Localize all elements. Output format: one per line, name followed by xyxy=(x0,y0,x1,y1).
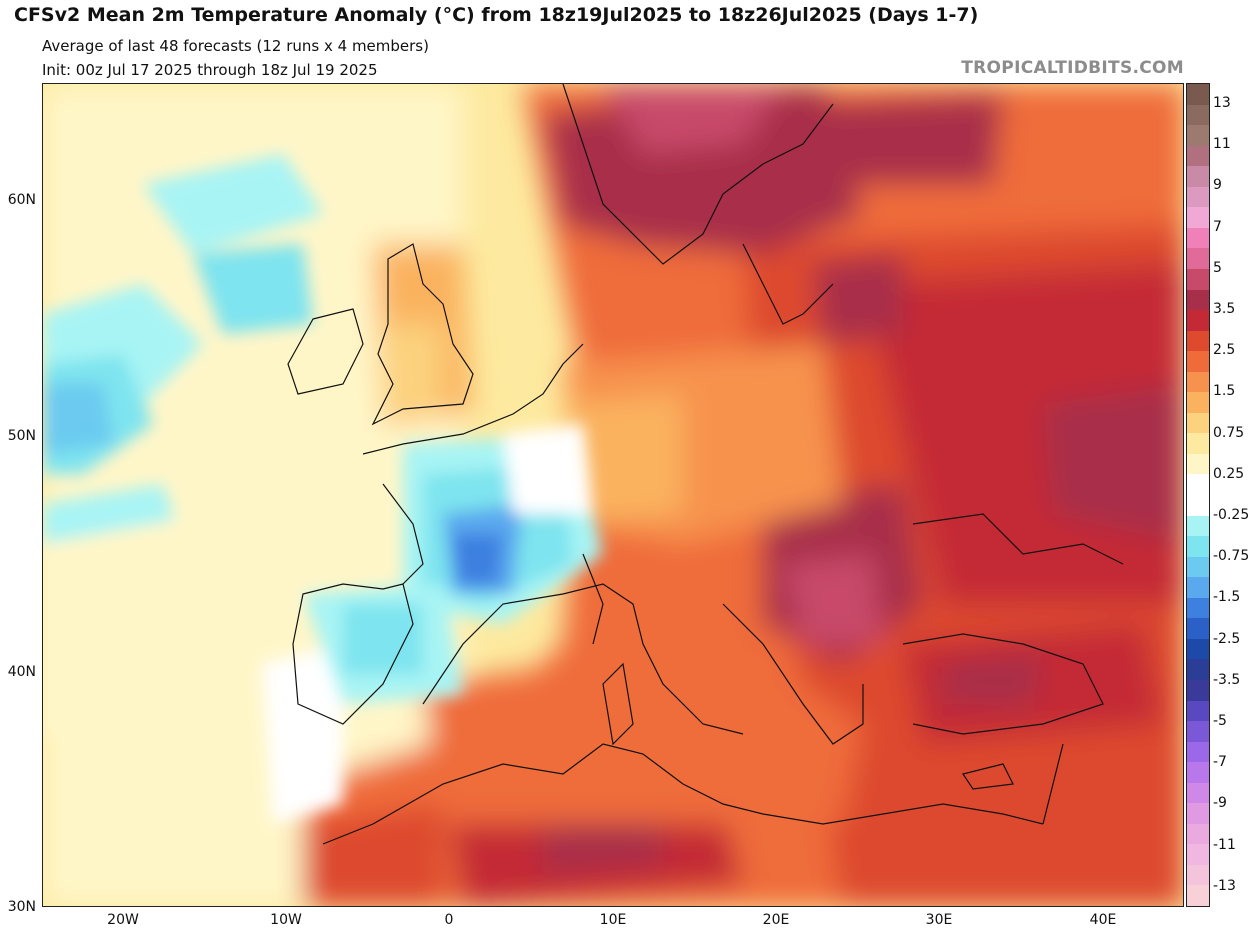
color-scale-label: 7 xyxy=(1213,218,1222,235)
color-scale-segment xyxy=(1187,638,1209,660)
color-scale-segment xyxy=(1187,577,1209,599)
color-scale-segment xyxy=(1187,207,1209,229)
color-scale-label: 2.5 xyxy=(1213,342,1236,359)
color-scale-label: -11 xyxy=(1213,836,1236,853)
color-scale-segment xyxy=(1187,433,1209,455)
color-scale-segment xyxy=(1187,248,1209,270)
lon-label-30e: 30E xyxy=(925,912,953,928)
color-scale-label: -7 xyxy=(1213,754,1227,771)
color-scale-segment xyxy=(1187,166,1209,188)
page-title: CFSv2 Mean 2m Temperature Anomaly (°C) f… xyxy=(14,4,979,26)
color-scale-label: -5 xyxy=(1213,713,1227,729)
color-scale-segment xyxy=(1187,474,1209,496)
lat-label-50n: 50N xyxy=(7,428,36,444)
color-scale-segment xyxy=(1187,741,1209,763)
color-scale-segment xyxy=(1187,289,1209,311)
color-scale-segment xyxy=(1187,268,1209,291)
color-scale-label: -9 xyxy=(1213,795,1227,812)
color-scale-label: -0.25 xyxy=(1213,507,1250,523)
color-scale-segment xyxy=(1187,700,1209,722)
page-subtitle: Average of last 48 forecasts (12 runs x … xyxy=(42,37,429,55)
color-scale-segment xyxy=(1187,145,1209,167)
lat-label-30n: 30N xyxy=(7,899,36,915)
color-scale-segment xyxy=(1187,515,1209,537)
color-scale-segment xyxy=(1187,227,1209,249)
lon-label-10e: 10E xyxy=(599,912,627,928)
color-scale-label: -2.5 xyxy=(1213,630,1241,647)
color-scale-segment xyxy=(1187,310,1209,332)
color-scale-segment xyxy=(1187,330,1209,352)
color-scale-segment xyxy=(1187,659,1209,681)
color-scale-label: 13 xyxy=(1213,95,1231,111)
color-scale-segment xyxy=(1187,412,1209,434)
color-scale-segment xyxy=(1187,351,1209,373)
coastlines xyxy=(287,84,1124,845)
color-scale-segment xyxy=(1187,864,1209,887)
brand-watermark: TROPICALTIDBITS.COM xyxy=(961,58,1184,78)
lat-label-60n: 60N xyxy=(7,192,36,208)
lon-label-20e: 20E xyxy=(762,912,790,928)
color-scale-label: -1.5 xyxy=(1213,589,1241,606)
color-scale-label: 1.5 xyxy=(1213,383,1236,400)
color-scale-segment xyxy=(1187,536,1209,558)
lon-label-0: 0 xyxy=(444,912,454,928)
color-scale-segment xyxy=(1187,823,1209,845)
color-scale-segment xyxy=(1187,844,1209,866)
color-scale-label: 5 xyxy=(1213,259,1222,276)
lon-label-20w: 20W xyxy=(107,912,139,928)
color-scale-segment xyxy=(1187,885,1209,906)
color-scale-label: 11 xyxy=(1213,136,1231,153)
color-scale-segment xyxy=(1187,125,1209,147)
color-scale-segment xyxy=(1187,803,1209,825)
color-scale-segment xyxy=(1187,392,1209,414)
color-scale-segment xyxy=(1187,618,1209,640)
color-scale-label: 0.25 xyxy=(1213,465,1245,482)
lon-label-10w: 10W xyxy=(270,912,302,928)
color-scale-label: 0.75 xyxy=(1213,424,1245,441)
color-scale-segment xyxy=(1187,556,1209,578)
color-scale-segment xyxy=(1187,495,1209,517)
color-scale-segment xyxy=(1187,453,1209,476)
color-scale-segment xyxy=(1187,104,1209,126)
color-scale-label: -13 xyxy=(1213,877,1236,894)
color-scale-segment xyxy=(1187,762,1209,784)
anomaly-map xyxy=(42,83,1184,907)
color-scale-segment xyxy=(1187,679,1209,702)
color-scale-segment xyxy=(1187,84,1209,106)
color-scale-segment xyxy=(1187,371,1209,393)
color-scale-label: 3.5 xyxy=(1213,301,1236,317)
lon-label-40e: 40E xyxy=(1089,912,1117,928)
color-scale-bar xyxy=(1186,83,1210,907)
color-scale-label: -0.75 xyxy=(1213,548,1250,565)
color-scale-segment xyxy=(1187,186,1209,208)
init-time: Init: 00z Jul 17 2025 through 18z Jul 19… xyxy=(42,61,378,79)
color-scale-label: 9 xyxy=(1213,177,1222,194)
color-scale-segment xyxy=(1187,597,1209,619)
lat-label-40n: 40N xyxy=(7,664,36,680)
anomaly-field xyxy=(43,84,1183,906)
color-scale-segment xyxy=(1187,782,1209,804)
color-scale-segment xyxy=(1187,721,1209,743)
color-scale-label: -3.5 xyxy=(1213,671,1241,688)
